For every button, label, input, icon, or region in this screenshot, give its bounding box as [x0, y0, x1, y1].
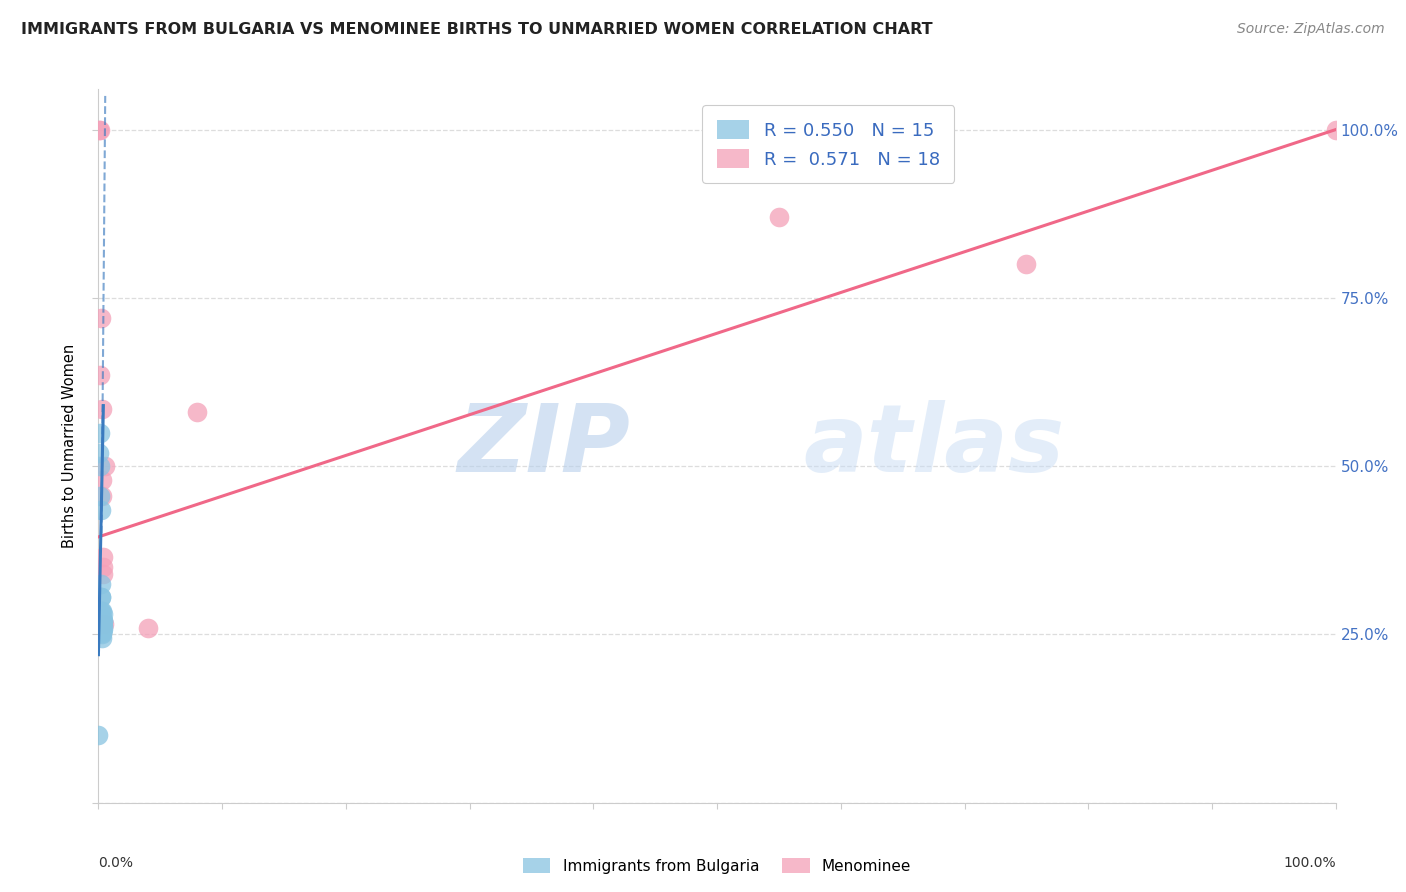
Point — [136, 621, 159, 635]
Point — [91, 622, 114, 636]
Point — [90, 624, 112, 639]
Point — [89, 490, 111, 504]
Point — [91, 619, 114, 633]
Text: Source: ZipAtlas.com: Source: ZipAtlas.com — [1237, 22, 1385, 37]
Point — [90, 604, 112, 618]
Point — [90, 401, 112, 416]
Point — [91, 614, 114, 628]
Legend: R = 0.550   N = 15, R =  0.571   N = 18: R = 0.550 N = 15, R = 0.571 N = 18 — [703, 105, 955, 183]
Point — [90, 311, 112, 326]
Point — [93, 459, 115, 474]
Point — [90, 627, 112, 641]
Point — [1324, 122, 1347, 136]
Point — [93, 614, 115, 628]
Point — [1015, 257, 1038, 271]
Text: ZIP: ZIP — [457, 400, 630, 492]
Point — [90, 631, 112, 645]
Point — [91, 550, 114, 565]
Text: 0.0%: 0.0% — [98, 856, 134, 871]
Point — [89, 459, 111, 474]
Y-axis label: Births to Unmarried Women: Births to Unmarried Women — [62, 344, 77, 548]
Point — [90, 591, 112, 605]
Point — [93, 617, 115, 632]
Point — [90, 610, 112, 624]
Point — [89, 368, 111, 383]
Text: atlas: atlas — [804, 400, 1064, 492]
Point — [91, 624, 114, 639]
Point — [90, 503, 112, 517]
Point — [91, 490, 114, 504]
Legend: Immigrants from Bulgaria, Menominee: Immigrants from Bulgaria, Menominee — [517, 852, 917, 880]
Point — [89, 122, 111, 136]
Point — [89, 425, 111, 440]
Point — [768, 210, 790, 224]
Point — [91, 624, 114, 639]
Text: 100.0%: 100.0% — [1284, 856, 1336, 871]
Point — [186, 405, 208, 419]
Point — [90, 617, 112, 632]
Point — [93, 566, 115, 581]
Text: IMMIGRANTS FROM BULGARIA VS MENOMINEE BIRTHS TO UNMARRIED WOMEN CORRELATION CHAR: IMMIGRANTS FROM BULGARIA VS MENOMINEE BI… — [21, 22, 932, 37]
Point — [89, 122, 111, 136]
Point — [90, 591, 112, 605]
Point — [90, 617, 112, 632]
Point — [891, 122, 914, 136]
Point — [90, 473, 112, 487]
Point — [91, 560, 114, 574]
Point — [89, 446, 111, 460]
Point — [87, 729, 110, 743]
Point — [90, 577, 112, 591]
Point — [90, 604, 112, 618]
Point — [91, 607, 114, 622]
Point — [91, 624, 114, 639]
Point — [91, 626, 114, 640]
Point — [91, 617, 114, 632]
